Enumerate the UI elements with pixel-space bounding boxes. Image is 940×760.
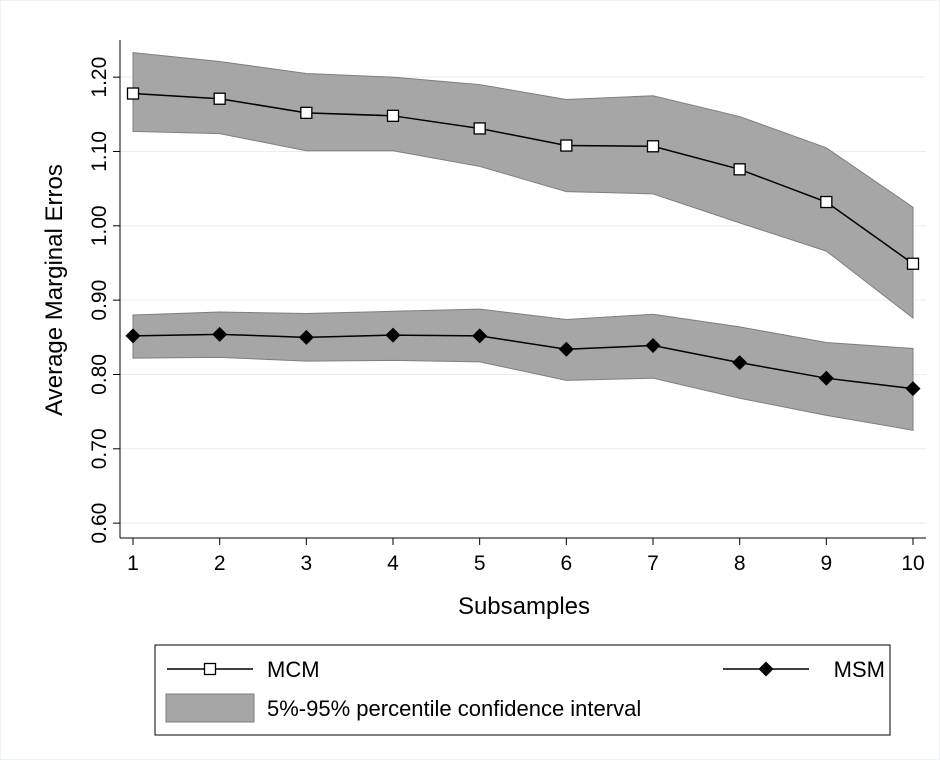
marker xyxy=(732,355,748,371)
x-tick-label: 9 xyxy=(820,552,832,575)
marker xyxy=(560,139,573,152)
y-tick-label: 0.80 xyxy=(88,354,111,395)
marker xyxy=(906,257,920,270)
marker xyxy=(213,92,226,105)
x-tick-label: 4 xyxy=(387,552,399,575)
y-tick-label: 1.00 xyxy=(88,205,111,246)
marker xyxy=(203,662,217,676)
y-tick-label: 1.10 xyxy=(88,131,111,172)
y-tick-label: 1.20 xyxy=(88,57,111,98)
legend-items: MCM MSM 5%-95% percentile confidence inter… xyxy=(165,657,885,723)
marker xyxy=(386,109,400,122)
marker xyxy=(645,337,661,353)
legend-label: MSM xyxy=(834,657,885,682)
confidence-band xyxy=(132,308,914,431)
marker xyxy=(646,140,660,153)
x-tick-label: 10 xyxy=(901,552,924,575)
legend xyxy=(154,644,891,736)
x-axis-label: Subsamples xyxy=(458,593,590,620)
marker xyxy=(473,122,486,135)
marker xyxy=(126,87,140,100)
plot-area: 0.60 0.70 0.80 0.90 1.00 1.10 1.20 1 2 3 4 5 6 7 8 9 10 xyxy=(88,40,926,575)
x-tick-label: 1 xyxy=(127,552,139,575)
y-axis-label: Average Marginal Erros xyxy=(41,164,68,416)
x-tick-label: 7 xyxy=(647,552,659,575)
marker xyxy=(820,195,833,209)
marker xyxy=(733,163,746,176)
marker xyxy=(818,370,834,386)
y-tick-label: 0.60 xyxy=(88,503,111,544)
x-tick-label: 6 xyxy=(560,552,572,575)
marker xyxy=(905,381,921,397)
legend-label: MCM xyxy=(267,657,320,682)
confidence-band xyxy=(132,52,914,320)
series-line xyxy=(132,333,914,390)
series-line xyxy=(132,92,914,265)
x-tick-label: 3 xyxy=(300,552,312,575)
marker xyxy=(472,328,488,344)
marker xyxy=(125,328,141,344)
marker xyxy=(300,106,313,119)
marker xyxy=(385,327,401,343)
marker xyxy=(212,326,228,342)
marker xyxy=(758,661,774,677)
legend-label: 5%-95% percentile confidence interval xyxy=(267,696,641,721)
x-tick-label: 2 xyxy=(214,552,226,575)
x-tick-label: 5 xyxy=(474,552,486,575)
y-tick-label: 0.70 xyxy=(88,428,111,469)
x-tick-label: 8 xyxy=(734,552,746,575)
marker xyxy=(558,341,574,357)
marker xyxy=(298,329,314,345)
y-tick-label: 0.90 xyxy=(88,280,111,321)
legend-swatch xyxy=(165,693,255,723)
